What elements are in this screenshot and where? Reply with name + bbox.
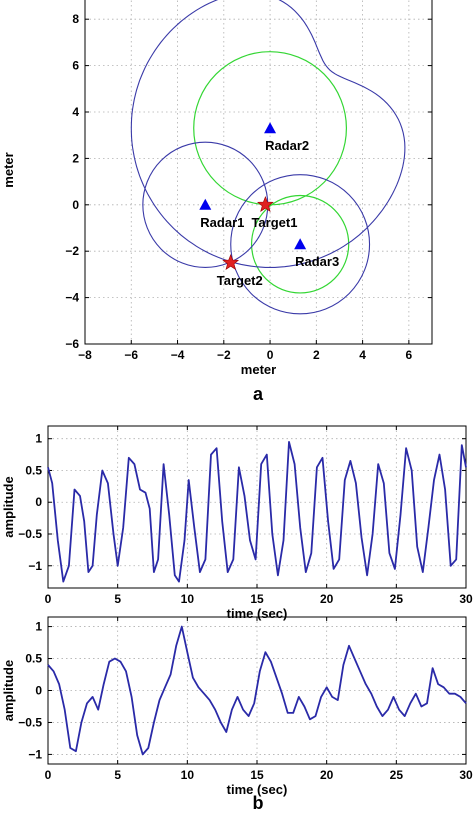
y-tick-label: 2: [72, 151, 79, 165]
radar-marker: [264, 122, 277, 134]
y-tick-label: 0.5: [25, 463, 42, 477]
y-tick-label: 0.5: [25, 652, 42, 666]
x-tick-label: 5: [114, 768, 121, 782]
x-axis-label: meter: [241, 362, 276, 377]
panel-label-b: b: [253, 793, 264, 813]
y-tick-label: 1: [35, 620, 42, 634]
amplitude-series-line: [47, 441, 467, 583]
target-marker: [257, 195, 274, 212]
blue-range-circle: [230, 174, 371, 315]
x-tick-label: −2: [217, 348, 231, 362]
range-curves: [130, 0, 406, 315]
green-range-circle: [250, 194, 350, 294]
y-axis-label: meter: [1, 152, 16, 187]
radar-label: Radar1: [200, 215, 244, 230]
x-tick-label: 0: [45, 768, 52, 782]
y-tick-label: −2: [65, 244, 79, 258]
x-tick-label: −8: [78, 348, 92, 362]
target-label: Target2: [217, 273, 263, 288]
radar-marker: [199, 198, 212, 210]
x-tick-label: 4: [359, 348, 366, 362]
x-tick-label: 20: [320, 592, 334, 606]
x-tick-label: 2: [313, 348, 320, 362]
y-tick-label: 0: [35, 495, 42, 509]
x-tick-label: −6: [124, 348, 138, 362]
x-tick-label: 5: [114, 592, 121, 606]
y-axis-label: amplitude: [1, 660, 16, 721]
amplitude-plot-bottom: 0 5 10 15 20 25 30 −1 −0.5 0 0.5 1 time (sec) amplitu…: [1, 616, 473, 813]
y-tick-label: −0.5: [18, 527, 42, 541]
y-tick-label: −0.5: [18, 715, 42, 729]
x-tick-label: 25: [390, 768, 404, 782]
blue-ellipse-curve: [130, 0, 406, 268]
y-tick-label: −1: [28, 559, 42, 573]
x-tick-label: 6: [406, 348, 413, 362]
amplitude-series-line: [47, 625, 467, 756]
x-tick-label: 25: [390, 592, 404, 606]
y-tick-label: 8: [72, 12, 79, 26]
radar-label: Radar2: [265, 138, 309, 153]
plot-frame: [47, 425, 467, 589]
x-tick-label: 15: [250, 768, 264, 782]
x-tick-label: 30: [459, 592, 473, 606]
radar-label: Radar3: [295, 254, 339, 269]
panel-label-a: a: [253, 384, 264, 404]
y-axis-label: amplitude: [1, 476, 16, 537]
x-tick-label: 10: [181, 768, 195, 782]
plot-frame: [47, 616, 467, 765]
x-tick-label: 10: [181, 592, 195, 606]
plot-frame: [84, 0, 433, 345]
x-tick-label: −4: [171, 348, 185, 362]
y-tick-label: −1: [28, 747, 42, 761]
y-tick-label: 0: [72, 198, 79, 212]
y-tick-label: 4: [72, 105, 79, 119]
x-tick-label: 20: [320, 768, 334, 782]
x-tick-label: 30: [459, 768, 473, 782]
grid-lines: [85, 0, 432, 344]
target-label: Target1: [251, 215, 297, 230]
x-tick-label: 0: [267, 348, 274, 362]
radar-marker: [294, 238, 307, 250]
x-tick-label: 0: [45, 592, 52, 606]
y-tick-label: 1: [35, 432, 42, 446]
y-tick-label: 0: [35, 684, 42, 698]
radar-map-panel: −8 −6 −4 −2 0 2 4 6−6−4−202468metermeterRadar1R…: [1, 0, 433, 404]
y-tick-label: −6: [65, 337, 79, 351]
y-tick-label: −4: [65, 291, 79, 305]
target-marker: [222, 253, 240, 270]
x-tick-label: 15: [250, 592, 264, 606]
x-axis-label: time (sec): [227, 782, 288, 797]
y-tick-label: 6: [72, 59, 79, 73]
